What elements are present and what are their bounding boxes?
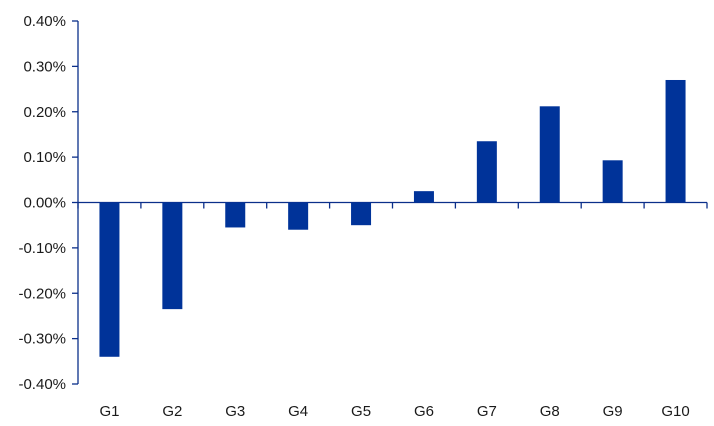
bar-g6 <box>413 191 434 203</box>
y-tick-label: 0.20% <box>23 104 66 121</box>
y-tick-label: 0.10% <box>23 149 66 166</box>
x-axis-labels: G1 G2 G3 G4 G5 G6 G7 G8 G9 G10 <box>99 403 689 420</box>
bar-g5 <box>351 202 372 226</box>
y-tick-label: 0.30% <box>23 58 66 75</box>
chart-axes <box>72 20 708 385</box>
y-tick-label: 0.40% <box>23 13 66 30</box>
y-tick-label: -0.10% <box>18 240 66 257</box>
x-tick-label: G10 <box>661 403 689 420</box>
bar-g2 <box>162 202 183 310</box>
y-tick-label: -0.20% <box>18 285 66 302</box>
bar-g7 <box>476 141 497 203</box>
x-tick-label: G7 <box>477 403 497 420</box>
bar-g4 <box>288 202 309 230</box>
x-tick-label: G5 <box>351 403 371 420</box>
bar-g3 <box>225 202 246 228</box>
y-tick-label: -0.30% <box>18 331 66 348</box>
x-tick-label: G6 <box>414 403 434 420</box>
x-tick-label: G9 <box>603 403 623 420</box>
chart-bars <box>99 79 686 357</box>
y-axis-labels: 0.40% 0.30% 0.20% 0.10% 0.00% -0.10% -0.20% -0.… <box>18 13 66 393</box>
y-tick-label: 0.00% <box>23 195 66 212</box>
y-tick-label: -0.40% <box>18 376 66 393</box>
x-tick-label: G3 <box>225 403 245 420</box>
bar-g9 <box>602 160 623 203</box>
bar-g1 <box>99 202 120 357</box>
bar-g10 <box>665 79 686 203</box>
x-tick-label: G4 <box>288 403 308 420</box>
x-tick-label: G2 <box>162 403 182 420</box>
x-tick-label: G1 <box>99 403 119 420</box>
bar-g8 <box>539 106 560 203</box>
x-tick-label: G8 <box>540 403 560 420</box>
